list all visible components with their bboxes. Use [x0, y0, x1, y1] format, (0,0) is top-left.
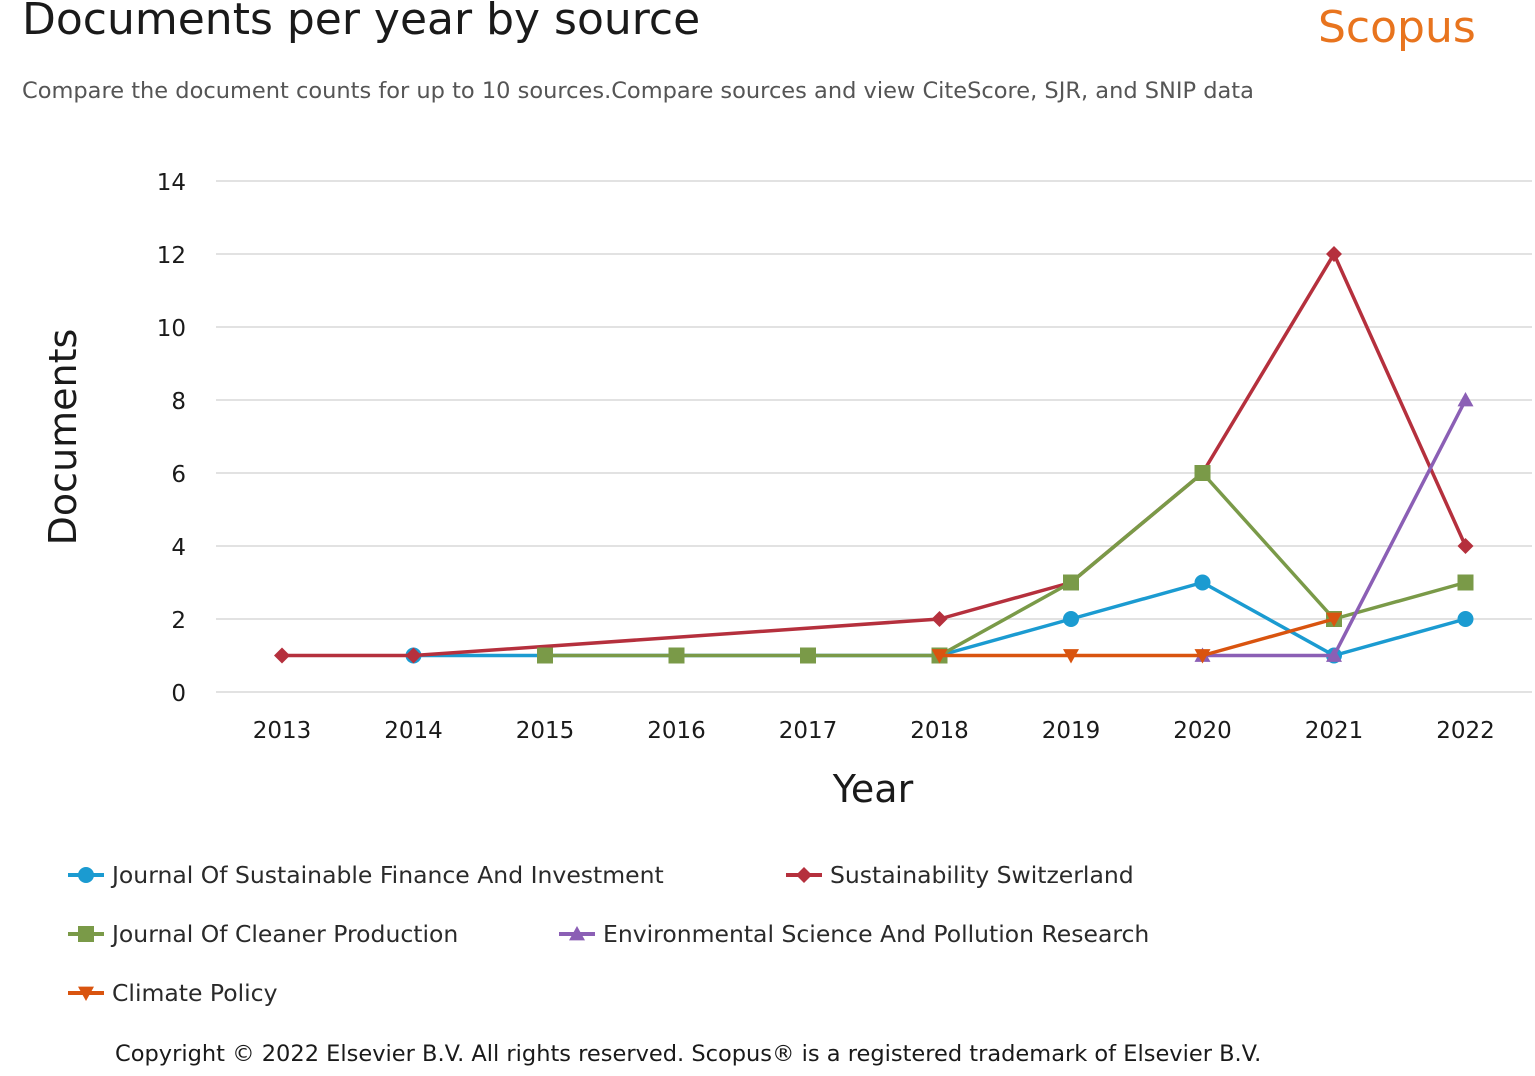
legend-item[interactable]: Journal Of Cleaner Production [66, 918, 458, 950]
x-tick-label: 2022 [1436, 718, 1495, 744]
series-line [545, 471, 1466, 658]
data-point [931, 611, 948, 627]
data-point [1194, 649, 1211, 664]
x-tick-label: 2015 [516, 718, 575, 744]
data-point [405, 647, 422, 664]
legend-swatch-icon [68, 926, 104, 942]
legend-marker-icon [78, 926, 94, 942]
data-point [668, 647, 685, 664]
grid-lines [216, 180, 1532, 693]
y-tick-label: 0 [171, 681, 186, 707]
data-point [1326, 612, 1342, 627]
legend-item[interactable]: Sustainability Switzerland [784, 859, 1134, 891]
series-layer [274, 246, 1474, 664]
data-point [1326, 246, 1342, 262]
series-2 [274, 246, 1474, 664]
legend-marker-icon [569, 926, 585, 941]
y-tick-label: 8 [171, 389, 186, 415]
chart-subtitle: Compare the document counts for up to 10… [22, 78, 1254, 104]
legend-label: Journal Of Sustainable Finance And Inves… [112, 861, 664, 889]
legend-item[interactable]: Environmental Science And Pollution Rese… [557, 918, 1149, 950]
copyright-footer: Copyright © 2022 Elsevier B.V. All right… [115, 1041, 1262, 1067]
x-tick-label: 2018 [910, 718, 969, 744]
series-4 [1194, 392, 1474, 662]
x-tick-label: 2014 [384, 718, 443, 744]
legend-item[interactable]: Climate Policy [66, 977, 278, 1009]
legend-item[interactable]: Journal Of Sustainable Finance And Inves… [66, 859, 664, 891]
legend-marker-icon [796, 867, 812, 883]
x-tick-label: 2017 [779, 718, 838, 744]
data-point [1326, 647, 1342, 662]
y-tick-label: 10 [157, 316, 186, 342]
y-axis-ticks: 0 2 4 6 8 10 12 14 [157, 170, 186, 707]
x-tick-label: 2021 [1305, 718, 1364, 744]
y-tick-label: 4 [171, 535, 186, 561]
x-axis-ticks: 2013 2014 2015 2016 2017 2018 2019 2020 2021 2022 [253, 718, 1495, 744]
data-point [1457, 538, 1474, 554]
series-line [282, 252, 1468, 658]
y-tick-label: 2 [171, 608, 186, 634]
data-point [1063, 649, 1079, 664]
data-point [1457, 392, 1474, 407]
scopus-logo: Scopus [1318, 2, 1476, 53]
data-point [1063, 611, 1079, 627]
data-point [1457, 611, 1474, 627]
data-point [1457, 574, 1474, 591]
x-tick-label: 2020 [1173, 718, 1232, 744]
y-axis-label: Documents [41, 329, 85, 546]
data-point [931, 649, 948, 664]
legend-swatch-icon [559, 926, 595, 941]
data-point [537, 647, 553, 664]
data-point [274, 647, 290, 664]
data-point [800, 647, 816, 664]
legend-label: Journal Of Cleaner Production [112, 920, 459, 948]
x-tick-label: 2019 [1042, 718, 1101, 744]
legend-swatch-icon [68, 867, 104, 883]
series-line [939, 617, 1335, 658]
legend-marker-icon [78, 867, 94, 883]
y-tick-label: 6 [171, 462, 186, 488]
series-5 [931, 612, 1342, 664]
legend-label: Environmental Science And Pollution Rese… [603, 920, 1150, 948]
page-title: Documents per year by source [22, 0, 701, 45]
data-point [1063, 574, 1079, 591]
legend-label: Climate Policy [112, 979, 278, 1007]
y-tick-label: 14 [157, 170, 186, 196]
x-axis-label: Year [832, 767, 914, 811]
data-point [1194, 574, 1211, 591]
x-tick-label: 2013 [253, 718, 312, 744]
data-point [1194, 465, 1211, 481]
legend-label: Sustainability Switzerland [830, 861, 1134, 889]
legend-marker-icon [78, 986, 94, 1001]
legend-swatch-icon [68, 986, 104, 1001]
legend-swatch-icon [786, 867, 822, 883]
series-3 [537, 465, 1474, 664]
y-tick-label: 12 [157, 243, 186, 269]
x-tick-label: 2016 [647, 718, 706, 744]
